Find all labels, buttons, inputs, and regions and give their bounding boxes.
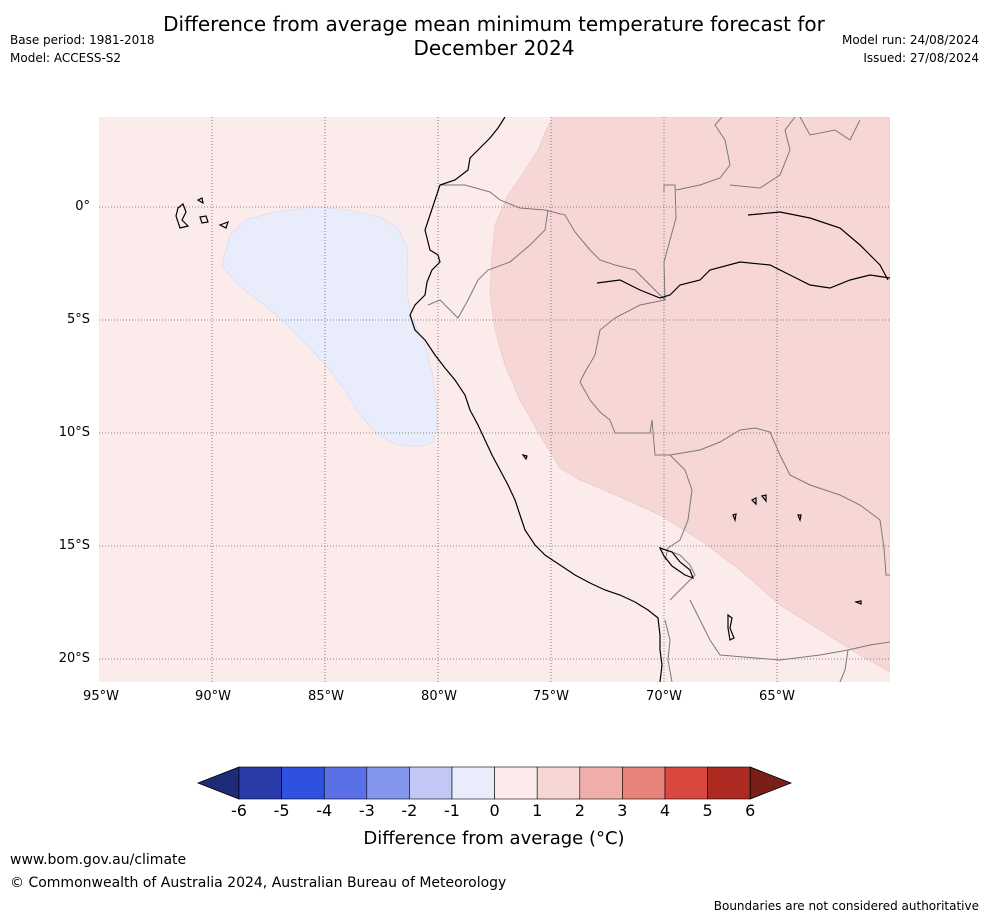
colorbar-tick: 0 (489, 801, 500, 820)
colorbar-tick: -4 (316, 801, 333, 820)
colorbar-tick: 2 (574, 801, 585, 820)
lake-small-1 (732, 513, 737, 523)
border-colombia-venezuela (663, 184, 677, 263)
lon-label-65w: 65°W (759, 689, 795, 704)
border-suriname (799, 117, 861, 141)
border-chile-argentina (664, 619, 673, 682)
galapagos-san-cristobal (218, 220, 229, 229)
colorbar-segment (323, 766, 368, 800)
coastline (175, 117, 890, 682)
issued-date: Issued: 27/08/2024 (863, 51, 979, 65)
colorbar-segment (238, 766, 282, 800)
lon-label-75w: 75°W (533, 689, 569, 704)
lake-small-4 (521, 454, 528, 461)
anomaly-region-1-to-2 (489, 117, 890, 673)
rio-negro (747, 211, 889, 281)
anomaly-region-minus1-to-0 (221, 206, 438, 448)
island-lake-bolivia-1 (750, 497, 757, 506)
colorbar-tick: -5 (273, 801, 290, 820)
colorbar-segment (451, 766, 495, 800)
galapagos-santiago (196, 197, 204, 205)
country-borders (427, 117, 890, 682)
lat-label-5s: 5°S (66, 312, 90, 327)
colorbar-tick: 1 (532, 801, 543, 820)
colorbar-under-arrow (196, 766, 240, 800)
galapagos-isabela (175, 203, 190, 229)
footer-url[interactable]: www.bom.gov.au/climate (10, 852, 187, 868)
colorbar-segment (366, 766, 410, 800)
lake-poopo (727, 613, 735, 641)
title-line-2: December 2024 (413, 36, 575, 60)
gridlines (99, 117, 890, 682)
colorbar-tick: 4 (659, 801, 671, 820)
border-chile-bolivia (669, 551, 696, 601)
lon-label-95w: 95°W (83, 689, 119, 704)
lat-label-0: 0° (75, 199, 90, 214)
footer-disclaimer: Boundaries are not considered authoritat… (713, 899, 979, 913)
lat-label-15s: 15°S (58, 538, 90, 553)
lon-label-90w: 90°W (195, 689, 231, 704)
colorbar-segment (622, 766, 666, 800)
model-name: Model: ACCESS-S2 (10, 51, 122, 65)
coastline-pacific (409, 117, 663, 682)
border-peru-brazil (579, 299, 666, 434)
colorbar-segment (707, 766, 751, 800)
border-peru-bolivia (651, 419, 693, 561)
colorbar-tick: 3 (617, 801, 628, 820)
colorbar-segment (579, 766, 623, 800)
lon-label-80w: 80°W (421, 689, 457, 704)
border-ecuador-peru (427, 209, 549, 319)
lon-label-85w: 85°W (308, 689, 344, 704)
colorbar-tick: -1 (444, 801, 460, 820)
colorbar-tick: -3 (358, 801, 375, 820)
lake-small-3 (853, 600, 862, 605)
border-colombia-ecuador (440, 184, 546, 211)
base-period: Base period: 1981-2018 (10, 33, 155, 47)
colorbar-tick: -2 (401, 801, 418, 820)
model-run: Model run: 24/08/2024 (841, 33, 979, 47)
map-area (99, 117, 890, 682)
footer-copyright: © Commonwealth of Australia 2024, Austra… (10, 875, 507, 891)
colorbar-segment (409, 766, 453, 800)
lon-label-70w: 70°W (646, 689, 682, 704)
colorbar-segment (664, 766, 708, 800)
lake-titicaca (658, 546, 695, 580)
border-venezuela-brazil (675, 117, 731, 191)
lat-label-20s: 20°S (58, 651, 90, 666)
amazon-river (596, 261, 890, 299)
lake-small-2 (797, 514, 802, 523)
colorbar-title: Difference from average (°C) (363, 828, 625, 849)
colorbar-segment (494, 766, 538, 800)
colorbar-over-arrow (749, 766, 793, 800)
title-line-1: Difference from average mean minimum tem… (163, 12, 825, 36)
map-title: Difference from average mean minimum tem… (0, 12, 988, 60)
border-colombia-brazil (544, 209, 666, 302)
border-argentina-bolivia (689, 599, 849, 682)
colorbar-tick: 5 (702, 801, 713, 820)
border-guyana (729, 117, 796, 189)
lat-label-10s: 10°S (58, 425, 90, 440)
border-bolivia-brazil (669, 427, 890, 576)
colorbar-tick: -6 (231, 801, 247, 820)
colorbar-segment (281, 766, 325, 800)
island-lake-bolivia-2 (760, 494, 767, 503)
galapagos-santa-cruz (199, 215, 209, 224)
colorbar-segment (536, 766, 581, 800)
border-paraguay (847, 641, 890, 651)
colorbar (196, 766, 793, 800)
colorbar-tick: 6 (745, 801, 756, 820)
